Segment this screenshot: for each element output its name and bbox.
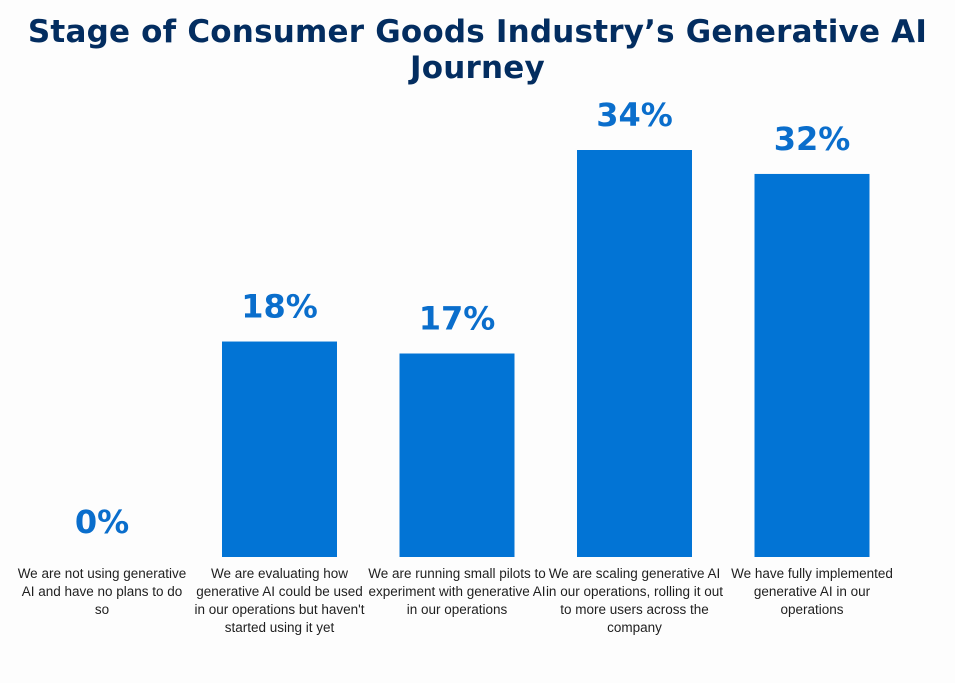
category-label-4: We are scaling generative AI in our oper…	[545, 566, 724, 635]
bar-3	[399, 353, 515, 557]
category-label-1: We are not using generative AI and have …	[17, 566, 187, 617]
value-labels-layer: 0% 18% 17% 34% 32%	[75, 96, 850, 541]
bar-5	[754, 173, 870, 558]
bars-layer	[222, 150, 870, 558]
bar-2	[222, 341, 337, 557]
value-label-2: 18%	[241, 288, 318, 326]
category-label-2: We are evaluating how generative AI coul…	[194, 566, 365, 635]
value-label-3: 17%	[419, 300, 496, 338]
value-label-5: 32%	[774, 120, 851, 158]
value-label-1: 0%	[75, 503, 129, 541]
category-label-3: We are running small pilots to experimen…	[368, 566, 546, 617]
chart-title: Stage of Consumer Goods Industry’s Gener…	[27, 14, 928, 86]
value-label-4: 34%	[596, 96, 673, 134]
category-label-5: We have fully implemented generative AI …	[731, 566, 893, 617]
bar-4	[577, 150, 692, 557]
